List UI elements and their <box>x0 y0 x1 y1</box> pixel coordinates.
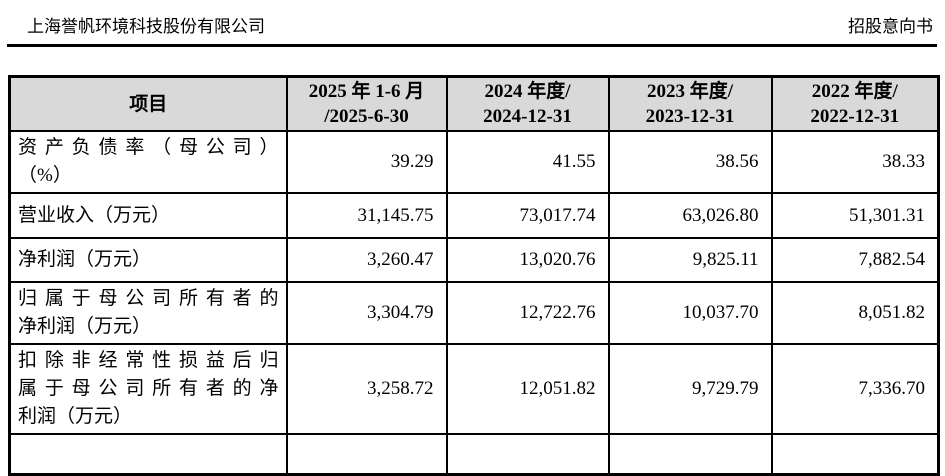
table-row-debt-ratio: 资产负债率（母公司） （%） 39.29 41.55 38.56 38.33 <box>8 130 940 194</box>
table-row-cutoff <box>8 433 940 475</box>
table-row-revenue: 营业收入（万元） 31,145.75 73,017.74 63,026.80 5… <box>8 192 940 239</box>
cell-value: 3,304.79 <box>285 281 448 345</box>
column-header-2025: 2025 年 1-6 月 /2025-6-30 <box>285 75 448 132</box>
cell-value: 38.56 <box>607 130 773 194</box>
column-header-2023: 2023 年度/ 2023-12-31 <box>607 75 773 132</box>
cell-value: 3,260.47 <box>285 237 448 283</box>
column-header-text: 2025 年 1-6 月 <box>308 81 425 102</box>
column-header-text: /2025-6-30 <box>324 106 409 127</box>
cell-value: 9,825.11 <box>607 237 773 283</box>
cell-value: 63,026.80 <box>607 192 773 239</box>
company-name: 上海誉帆环境科技股份有限公司 <box>27 17 265 36</box>
column-header-text: 2024-12-31 <box>483 106 572 127</box>
cell-value: 51,301.31 <box>770 192 940 239</box>
cell-value: 31,145.75 <box>285 192 448 239</box>
cell-value: 10,037.70 <box>607 281 773 345</box>
cell-value: 12,051.82 <box>445 343 610 435</box>
table-row-net-profit: 净利润（万元） 3,260.47 13,020.76 9,825.11 7,88… <box>8 237 940 283</box>
cell-value: 8,051.82 <box>770 281 940 345</box>
row-label: 营业收入（万元） <box>8 192 288 239</box>
cell-value: 13,020.76 <box>445 237 610 283</box>
column-header-item: 项目 <box>8 75 288 132</box>
column-header-text: 2023 年度/ <box>646 81 734 102</box>
cell-value: 9,729.79 <box>607 343 773 435</box>
column-header-text: 2023-12-31 <box>645 106 735 127</box>
row-label: 资产负债率（母公司） （%） <box>8 130 288 194</box>
cell-value: 3,258.72 <box>285 343 448 435</box>
cell-value: 41.55 <box>445 130 610 194</box>
row-label: 归属于母公司所有者的 净利润（万元） <box>8 281 288 345</box>
row-label: 净利润（万元） <box>8 237 288 283</box>
row-label: 扣除非经常性损益后归 属于母公司所有者的净 利润（万元） <box>8 343 288 435</box>
column-header-text: 2022 年度/ <box>811 81 898 102</box>
table-row-net-profit-parent: 归属于母公司所有者的 净利润（万元） 3,304.79 12,722.76 10… <box>8 281 940 345</box>
column-header-text: 项目 <box>129 93 168 115</box>
page-header: 上海誉帆环境科技股份有限公司 招股意向书 <box>0 0 945 38</box>
cell-value: 12,722.76 <box>445 281 610 345</box>
document-type-label: 招股意向书 <box>848 17 933 36</box>
cell-value: 38.33 <box>770 130 940 194</box>
financial-summary-table: 项目 2025 年 1-6 月 /2025-6-30 2024 年度/ 2024… <box>8 75 940 476</box>
cell-value: 7,882.54 <box>770 237 940 283</box>
table-header-row: 项目 2025 年 1-6 月 /2025-6-30 2024 年度/ 2024… <box>8 75 940 132</box>
column-header-2022: 2022 年度/ 2022-12-31 <box>770 75 940 132</box>
cell-value: 39.29 <box>285 130 448 194</box>
column-header-text: 2024 年度/ <box>484 81 571 102</box>
header-divider <box>7 44 937 47</box>
column-header-text: 2022-12-31 <box>810 106 900 127</box>
cell-value: 7,336.70 <box>770 343 940 435</box>
table-row-net-profit-deducted: 扣除非经常性损益后归 属于母公司所有者的净 利润（万元） 3,258.72 12… <box>8 343 940 435</box>
cell-value: 73,017.74 <box>445 192 610 239</box>
column-header-2024: 2024 年度/ 2024-12-31 <box>445 75 610 132</box>
